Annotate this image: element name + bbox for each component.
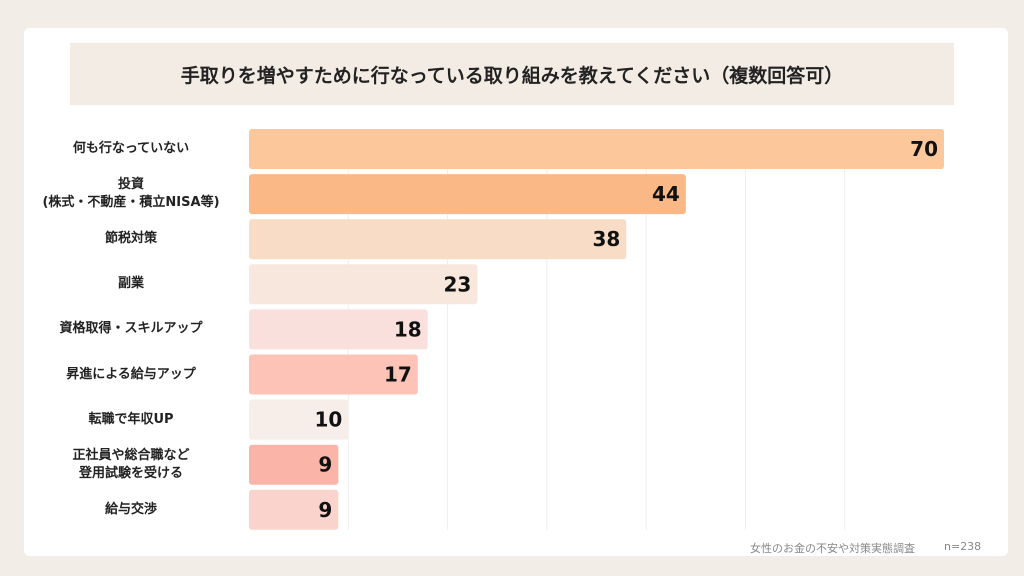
data-label: 18: [394, 317, 422, 341]
bar: [249, 174, 686, 215]
data-label: 17: [384, 363, 412, 387]
category-label: 何も行なっていない: [72, 141, 190, 156]
sample-size: n=238: [944, 540, 982, 553]
data-label: 44: [652, 182, 680, 206]
category-label: 昇進による給与アップ: [66, 366, 196, 382]
chart-title: 手取りを増やすために行なっている取り組みを教えてください（複数回答可）: [180, 64, 844, 87]
category-label: 正社員や総合職など 登用試験を受ける: [72, 447, 190, 481]
category-label: 資格取得・スキルアップ: [59, 321, 203, 337]
bar: [249, 354, 418, 395]
bar: [249, 129, 944, 169]
data-label: 9: [318, 453, 332, 477]
chart-card: [24, 28, 1008, 556]
data-label: 70: [910, 137, 938, 161]
data-label: 10: [314, 408, 342, 432]
category-label: 転職で年収UP: [88, 411, 174, 427]
bar: [249, 489, 339, 530]
category-label: 節税対策: [104, 231, 157, 247]
bar: [249, 219, 627, 260]
data-label: 38: [592, 227, 620, 251]
source-note: 女性のお金の不安や対策実態調査: [750, 542, 915, 555]
data-label: 9: [318, 498, 332, 522]
data-label: 23: [444, 272, 472, 296]
category-label: 副業: [117, 276, 144, 292]
title-banner: 手取りを増やすために行なっている取り組みを教えてください（複数回答可）: [70, 43, 954, 105]
bar: [249, 444, 339, 485]
bar: [249, 399, 349, 440]
category-label: 給与交渉: [104, 501, 157, 517]
category-label: 投資 (株式・不動産・積立NISA等): [42, 177, 220, 211]
bar: [249, 264, 478, 305]
bar: [249, 309, 428, 350]
